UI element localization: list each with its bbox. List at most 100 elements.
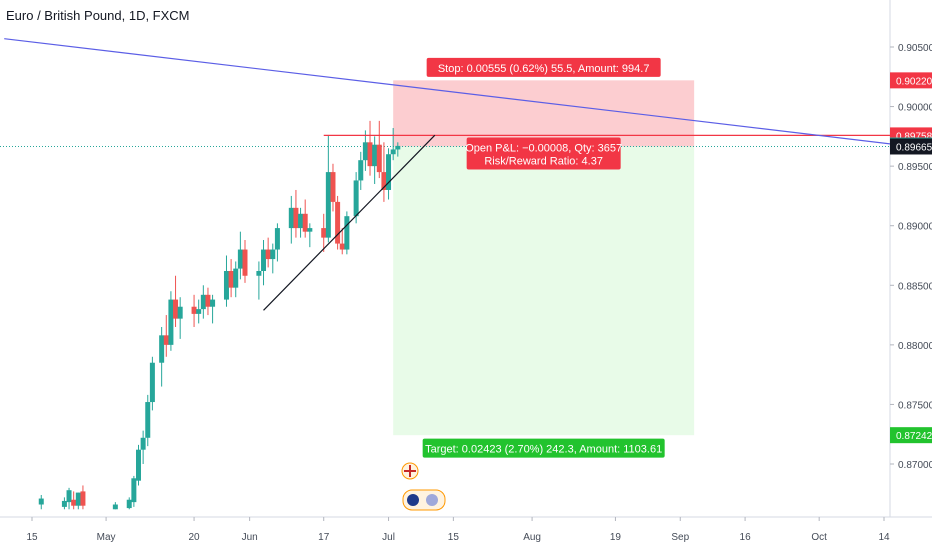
candle-body <box>112 504 118 510</box>
x-tick-label: 19 <box>610 532 622 543</box>
x-tick-label: 15 <box>448 532 460 543</box>
target-zone <box>393 146 695 436</box>
candle-body <box>75 492 81 506</box>
candle-body <box>80 491 86 506</box>
price-tag-text: 0.87242 <box>896 431 932 442</box>
x-tick-label: Sep <box>671 532 689 543</box>
candle-body <box>237 249 243 269</box>
candle-body <box>210 299 216 307</box>
candle-body <box>325 172 331 238</box>
candle-body <box>200 294 206 310</box>
price-tag: 0.90220 <box>890 72 932 89</box>
candle-body <box>265 249 271 260</box>
y-tick-label: 0.89000 <box>898 222 932 233</box>
x-tick-label: Aug <box>523 532 541 543</box>
candle-body <box>270 249 276 260</box>
candle-body <box>196 309 202 314</box>
candle-body <box>288 207 294 229</box>
flag-eu-icon <box>407 494 419 506</box>
candle-body <box>395 145 401 150</box>
candle-body <box>344 216 350 250</box>
candle-body <box>38 498 44 505</box>
flag-cross-icon <box>404 465 416 477</box>
candle-body <box>293 207 299 229</box>
candle-body <box>362 142 368 161</box>
candle-body <box>61 500 67 507</box>
price-tag-bg <box>890 427 932 444</box>
candle-body <box>298 213 304 229</box>
x-tick-label: 14 <box>878 532 890 543</box>
price-tag-bg <box>890 72 932 89</box>
price-tag-bg <box>890 138 932 155</box>
candle-body <box>307 228 313 232</box>
pnl-label-bg <box>466 137 621 170</box>
candle-body <box>256 270 262 276</box>
x-tick-label: 17 <box>318 532 330 543</box>
candle-body <box>358 160 364 181</box>
stop-label-text: Stop: 0.00555 (0.62%) 55.5, Amount: 994.… <box>438 63 650 75</box>
candle-body <box>136 449 141 481</box>
target-label-text: Target: 0.02423 (2.70%) 242.3, Amount: 1… <box>425 444 662 456</box>
candle-body <box>390 149 396 155</box>
candle-body <box>168 299 174 345</box>
x-tick-label: Jul <box>382 532 395 543</box>
price-tag: 0.89665 <box>890 138 932 155</box>
stop-label: Stop: 0.00555 (0.62%) 55.5, Amount: 994.… <box>426 57 661 77</box>
target-label-bg <box>422 438 665 458</box>
candle-body <box>149 362 155 403</box>
y-tick-label: 0.89500 <box>898 162 932 173</box>
y-tick-label: 0.88500 <box>898 281 932 292</box>
candle-body <box>177 306 183 319</box>
candle-body <box>386 154 392 190</box>
price-tag: 0.87242 <box>890 427 932 444</box>
candle-body <box>71 499 77 506</box>
y-tick-label: 0.90500 <box>898 43 932 54</box>
pnl-label: Open P&L: −0.00008, Qty: 3657Risk/Reward… <box>465 137 622 170</box>
candle-body <box>140 437 146 450</box>
x-tick-label: May <box>97 532 116 543</box>
chart-title: Euro / British Pound, 1D, FXCM <box>6 8 190 23</box>
y-tick-label: 0.90000 <box>898 103 932 114</box>
candle-body <box>205 294 211 307</box>
price-tag-text: 0.90220 <box>896 76 932 87</box>
candle-body <box>274 228 280 250</box>
x-tick-label: Jun <box>242 532 258 543</box>
events-icon-group <box>401 462 446 511</box>
candle-body <box>353 180 359 217</box>
x-tick-label: 16 <box>740 532 752 543</box>
candle-body <box>321 228 327 238</box>
price-tag-text: 0.89758 <box>896 131 932 142</box>
candle-body <box>381 172 387 190</box>
candle-body <box>367 142 373 167</box>
candle-body <box>261 249 267 271</box>
support-line <box>263 134 436 311</box>
stop-label-bg <box>426 57 661 77</box>
y-tick-label: 0.87000 <box>898 460 932 471</box>
target-label: Target: 0.02423 (2.70%) 242.3, Amount: 1… <box>422 438 665 458</box>
price-tag-text: 0.89665 <box>896 142 932 153</box>
candle-body <box>159 335 165 363</box>
candle-body <box>330 172 336 202</box>
candle-body <box>233 268 239 288</box>
flag-misc-icon <box>426 494 438 506</box>
pnl-label-text: Open P&L: −0.00008, Qty: 3657 <box>465 142 622 154</box>
candle-body <box>242 249 248 276</box>
y-tick-label: 0.88000 <box>898 341 932 352</box>
x-tick-label: Oct <box>811 532 827 543</box>
candle-body <box>145 402 151 438</box>
candle-body <box>126 499 132 509</box>
candle-body <box>223 270 229 300</box>
pnl-label-text: Risk/Reward Ratio: 4.37 <box>484 155 603 167</box>
candle-body <box>302 213 308 232</box>
x-tick-label: 15 <box>26 532 38 543</box>
plot-area <box>0 38 890 510</box>
candle-body <box>163 335 169 345</box>
y-tick-label: 0.87500 <box>898 400 932 411</box>
candle-body <box>191 306 197 314</box>
candle-body <box>372 144 378 167</box>
candle-body <box>339 243 345 250</box>
downtrend-line <box>4 38 890 145</box>
candle-body <box>376 144 382 173</box>
candle-body <box>173 299 179 319</box>
